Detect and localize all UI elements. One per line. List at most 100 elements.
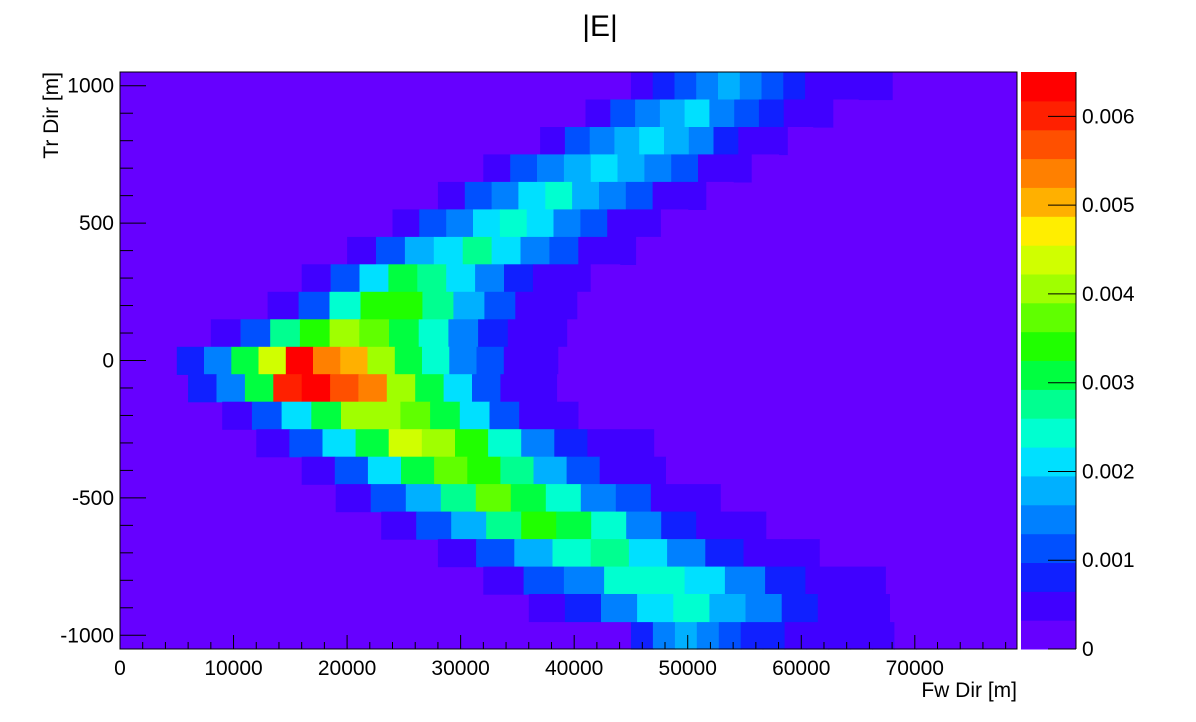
heatmap-cell [514,539,554,568]
heatmap-cell [330,264,361,293]
heatmap-cell [500,456,535,485]
heatmap-cell [449,346,478,375]
heatmap-cell [563,154,592,183]
heatmap-cell [632,456,667,485]
heatmap-cell [674,72,697,101]
heatmap-cell [679,181,707,210]
color-scale-label: 0.004 [1082,283,1135,306]
heatmap-cell [176,346,205,375]
heatmap-cell [359,319,390,348]
heatmap-cell [483,566,525,595]
heatmap-cell [335,484,372,513]
heatmap-cell [731,511,767,540]
color-scale-swatch [1021,129,1076,160]
heatmap-cell [580,484,617,513]
heatmap-cell [938,621,961,650]
heatmap-cell [500,374,530,403]
heatmap-cell [724,154,753,183]
x-tick-label: 60000 [772,657,830,680]
color-scale-label: 0.006 [1082,105,1135,128]
heatmap-cell [386,374,416,403]
heatmap-cell [894,621,917,650]
heatmap-cell [590,154,619,183]
y-tick-label: 500 [79,212,114,235]
heatmap-cell [743,539,783,568]
heatmap-cell [566,456,601,485]
heatmap-cell [360,291,393,320]
heatmap-cell [188,374,218,403]
heatmap-cell [599,456,634,485]
heatmap-cell [713,127,739,156]
heatmap-cell [216,374,246,403]
color-scale-label: 0 [1082,638,1094,661]
heatmap-cell [563,566,605,595]
heatmap-cell [416,511,452,540]
heatmap-cell [630,72,654,101]
heatmap-cell [301,456,336,485]
heatmap-cell [885,566,927,595]
x-tick-label: 10000 [204,657,262,680]
heatmap-cell [806,621,830,650]
heatmap-cell [473,209,501,238]
heatmap-cell [459,401,491,430]
heatmap-cell [389,319,420,348]
heatmap-cell [659,99,686,128]
heatmap-cell [805,566,847,595]
heatmap-cell [604,566,645,595]
heatmap-cell [758,99,785,128]
heatmap-cell [258,346,287,375]
heatmap-cell [636,236,666,265]
heatmap-cell [448,319,479,348]
heatmap-cell [489,401,520,430]
heatmap-cell [475,264,505,293]
heatmap-cell [781,539,821,568]
heatmap-cell [388,429,423,458]
heatmap-cell [850,621,874,650]
heatmap-cell [418,319,449,348]
heatmap-cell [567,319,598,348]
heatmap-cell [446,209,474,238]
heatmap-cell [334,456,369,485]
heatmap-cell [557,374,587,403]
heatmap-cell [330,374,360,403]
heatmap-cell [222,401,253,430]
color-scale-bar: 0 0.001 0.002 0.003 0.004 0.005 0.006 [1021,72,1135,661]
heatmap-cell [491,236,522,265]
heatmap-cell [301,374,331,403]
heatmap-cell [558,346,587,375]
heatmap-cell [660,209,689,238]
color-scale-swatch [1021,360,1076,390]
heatmap-cell [661,511,697,540]
color-scale-swatch [1021,504,1076,535]
heatmap-cell [531,346,559,375]
x-tick-label: 50000 [659,657,717,680]
heatmap-cell [652,72,676,101]
color-scale-swatch [1021,100,1076,131]
heatmap-cell [285,346,314,375]
heatmap-cell [635,99,661,128]
heatmap-cell [763,127,789,156]
color-scale-label: 0.002 [1082,460,1135,483]
heatmap-cell [615,484,652,513]
heatmap-cell [329,319,360,348]
heatmap-cell [620,429,655,458]
color-scale-label: 0.003 [1082,372,1135,395]
heatmap-cell [499,209,528,238]
heatmap-cell [486,511,522,540]
heatmap-cell [523,566,565,595]
color-scale-swatch [1021,245,1076,275]
heatmap-cell [590,264,621,293]
heatmap-cell [483,154,511,183]
heatmap-cell [443,374,473,403]
heatmap-cell [510,154,538,183]
heatmap-cell [519,401,550,430]
heatmap-cell [231,346,260,375]
heatmap-cell [244,374,274,403]
color-scale-label: 0.005 [1082,194,1135,217]
color-scale-swatch [1021,187,1076,217]
heatmap-cell [545,181,573,210]
heatmap-cell [601,594,638,623]
heatmap-cell [491,181,519,210]
heatmap-cell [720,484,757,513]
heatmap-cell [718,621,742,650]
